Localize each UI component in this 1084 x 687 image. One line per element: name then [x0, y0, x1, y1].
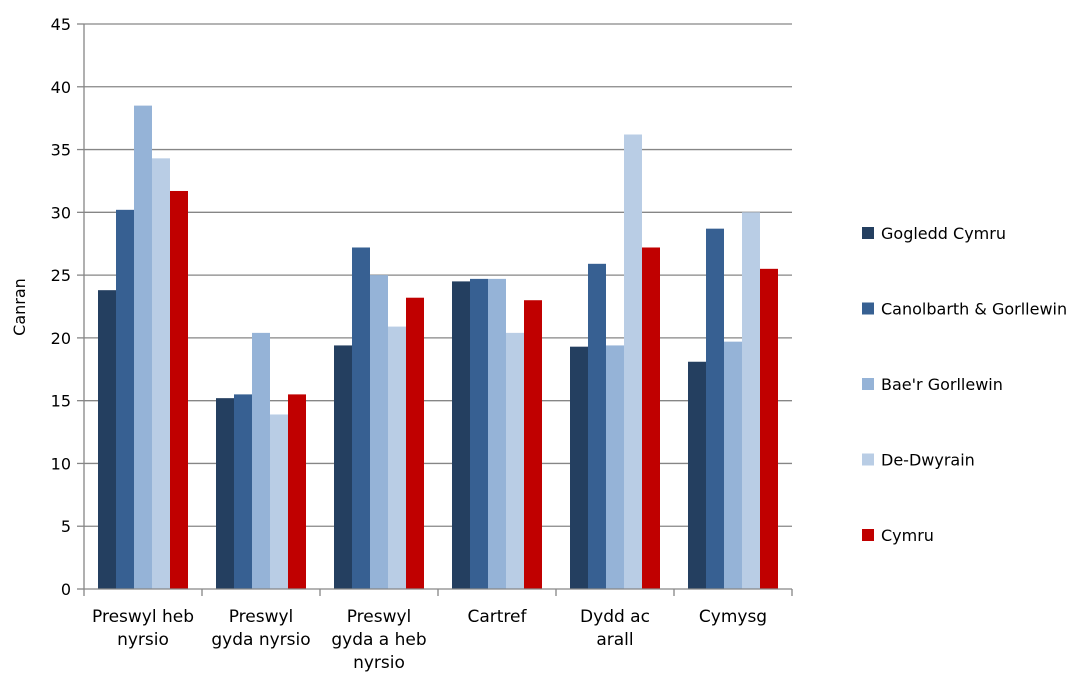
y-tick-label: 40	[51, 78, 71, 97]
x-category-label: Preswyl gyda a heb nyrsio	[331, 607, 426, 673]
bar	[488, 278, 506, 589]
bar	[134, 105, 152, 589]
y-axis-label: Canran	[10, 278, 29, 336]
bar	[270, 414, 288, 589]
x-category-label: Cartref	[467, 607, 527, 627]
bar	[724, 341, 742, 589]
bar	[352, 247, 370, 589]
y-tick-labels: 0 5 10 15 20 25 30 35 40 45	[51, 15, 71, 599]
bar	[252, 332, 270, 589]
bar	[688, 361, 706, 589]
bar	[388, 326, 406, 589]
y-tick-label: 20	[51, 329, 71, 348]
bar	[170, 190, 188, 589]
legend-swatch	[862, 378, 874, 390]
bar	[288, 394, 306, 589]
y-tick-label: 10	[51, 454, 71, 473]
legend: Gogledd Cymru Canolbarth & Gorllewin Bae'r…	[862, 224, 1067, 545]
bar	[152, 158, 170, 589]
bar	[570, 346, 588, 589]
x-category-label: Cymysg	[699, 607, 767, 627]
x-category-label: Preswyl gyda nyrsio	[211, 607, 310, 650]
legend-swatch	[862, 529, 874, 541]
y-tick-label: 0	[61, 580, 71, 599]
bar	[506, 332, 524, 589]
y-tick-label: 35	[51, 141, 71, 160]
legend-swatch	[862, 302, 874, 315]
bar	[760, 268, 778, 589]
legend-label: De-Dwyrain	[881, 451, 975, 470]
bar	[216, 398, 234, 589]
bar	[524, 300, 542, 589]
legend-label: Gogledd Cymru	[881, 224, 1006, 243]
bar	[624, 134, 642, 589]
legend-label: Bae'r Gorllewin	[881, 375, 1003, 394]
x-category-label: Dydd ac arall	[580, 607, 650, 650]
y-tick-label: 5	[61, 517, 71, 536]
bar	[370, 275, 388, 589]
y-tick-label: 25	[51, 266, 71, 285]
gridlines	[84, 23, 792, 527]
bar	[706, 228, 724, 589]
bar	[588, 263, 606, 589]
bar	[470, 278, 488, 589]
bar	[334, 345, 352, 589]
y-tick-label: 45	[51, 15, 71, 34]
y-tick-label: 15	[51, 392, 71, 411]
bar	[742, 212, 760, 590]
bar	[452, 281, 470, 589]
bar	[642, 247, 660, 589]
legend-swatch	[862, 227, 874, 239]
x-category-labels: Preswyl heb nyrsio Preswyl gyda nyrsio Presw…	[92, 607, 767, 673]
bar	[406, 297, 424, 589]
x-category-label: Preswyl heb nyrsio	[92, 607, 194, 650]
bar	[116, 209, 134, 590]
legend-label: Canolbarth & Gorllewin	[881, 300, 1067, 319]
legend-swatch	[862, 453, 874, 466]
bar	[606, 345, 624, 589]
bars	[98, 105, 778, 590]
bar	[98, 290, 116, 589]
legend-label: Cymru	[881, 526, 934, 545]
axes	[77, 23, 793, 596]
y-tick-label: 30	[51, 203, 71, 222]
bar	[234, 394, 252, 589]
